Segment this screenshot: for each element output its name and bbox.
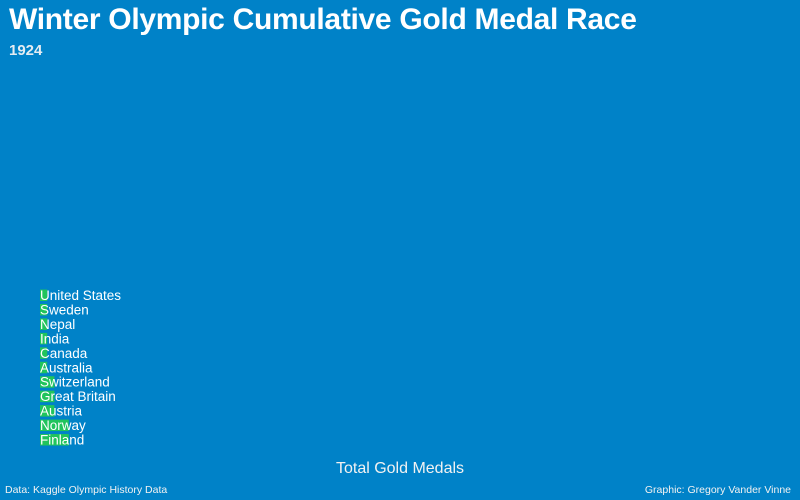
bar-label-nepal: Nepal [40,317,75,332]
x-axis-label: Total Gold Medals [335,460,465,477]
bar-united-states [40,289,48,301]
bar-label-canada: Canada [40,346,88,361]
bar-label-great-britain: Great Britain [40,389,116,404]
bar-labels-group: United StatesSwedenNepalIndiaCanadaAustr… [40,288,121,448]
bar-label-india: India [40,331,70,346]
bar-canada [40,347,48,359]
bar-sweden [40,304,48,316]
bar-nepal [40,318,48,330]
bars-group [40,289,69,446]
bar-finland [40,434,69,446]
graphic-credit: Graphic: Gregory Vander Vinne [644,484,791,496]
bar-label-switzerland: Switzerland [40,375,110,390]
bar-label-finland: Finland [40,433,84,448]
bar-label-sweden: Sweden [40,302,89,317]
bar-label-australia: Australia [40,360,93,375]
bar-label-norway: Norway [40,418,86,433]
data-source: Data: Kaggle Olympic History Data [5,484,168,496]
bar-norway [40,419,69,432]
bar-label-united-states: United States [40,288,121,303]
bar-india [40,332,48,345]
year-subtitle: 1924 [9,42,43,59]
bar-australia [40,361,48,374]
bar-great-britain [40,390,55,403]
bar-label-austria: Austria [40,404,83,419]
bar-austria [40,405,55,417]
chart-title: Winter Olympic Cumulative Gold Medal Rac… [9,3,637,36]
bar-switzerland [40,376,55,388]
